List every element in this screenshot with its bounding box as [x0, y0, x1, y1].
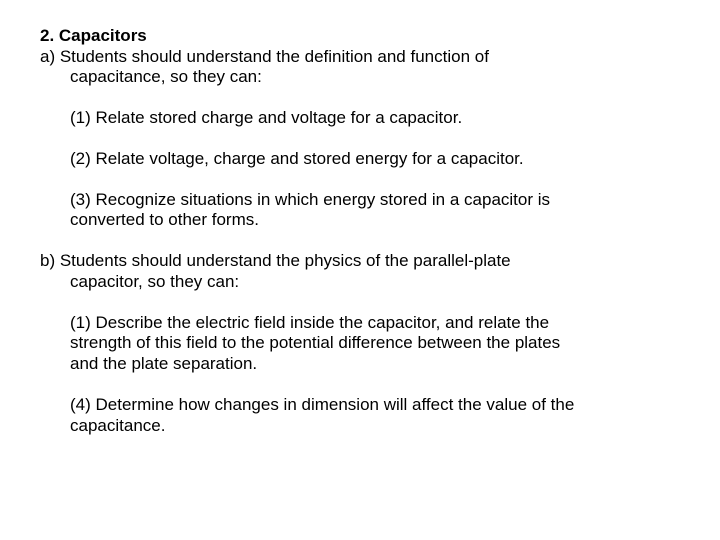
item-b1: (1) Describe the electric field inside t… — [70, 313, 680, 375]
section-a-intro-line1: a) Students should understand the defini… — [40, 47, 489, 66]
section-heading: 2. Capacitors — [40, 26, 680, 47]
item-a1: (1) Relate stored charge and voltage for… — [70, 108, 680, 129]
document-page: 2. Capacitors a) Students should underst… — [0, 0, 720, 486]
item-b1-line2: strength of this field to the potential … — [70, 333, 560, 352]
item-a3-line1: (3) Recognize situations in which energy… — [70, 190, 550, 209]
item-a2: (2) Relate voltage, charge and stored en… — [70, 149, 680, 170]
section-b-intro-line2: capacitor, so they can: — [70, 272, 239, 291]
section-b-intro-line1: b) Students should understand the physic… — [40, 251, 511, 270]
item-b4-line2: capacitance. — [70, 416, 165, 435]
item-b1-line3: and the plate separation. — [70, 354, 257, 373]
section-a-intro-line2: capacitance, so they can: — [70, 67, 262, 86]
item-b4-line1: (4) Determine how changes in dimension w… — [70, 395, 574, 414]
item-a3-line2: converted to other forms. — [70, 210, 259, 229]
item-b1-line1: (1) Describe the electric field inside t… — [70, 313, 549, 332]
section-b-intro: b) Students should understand the physic… — [40, 251, 680, 292]
section-a-intro: a) Students should understand the defini… — [40, 47, 680, 88]
item-b4: (4) Determine how changes in dimension w… — [70, 395, 680, 436]
item-a3: (3) Recognize situations in which energy… — [70, 190, 680, 231]
